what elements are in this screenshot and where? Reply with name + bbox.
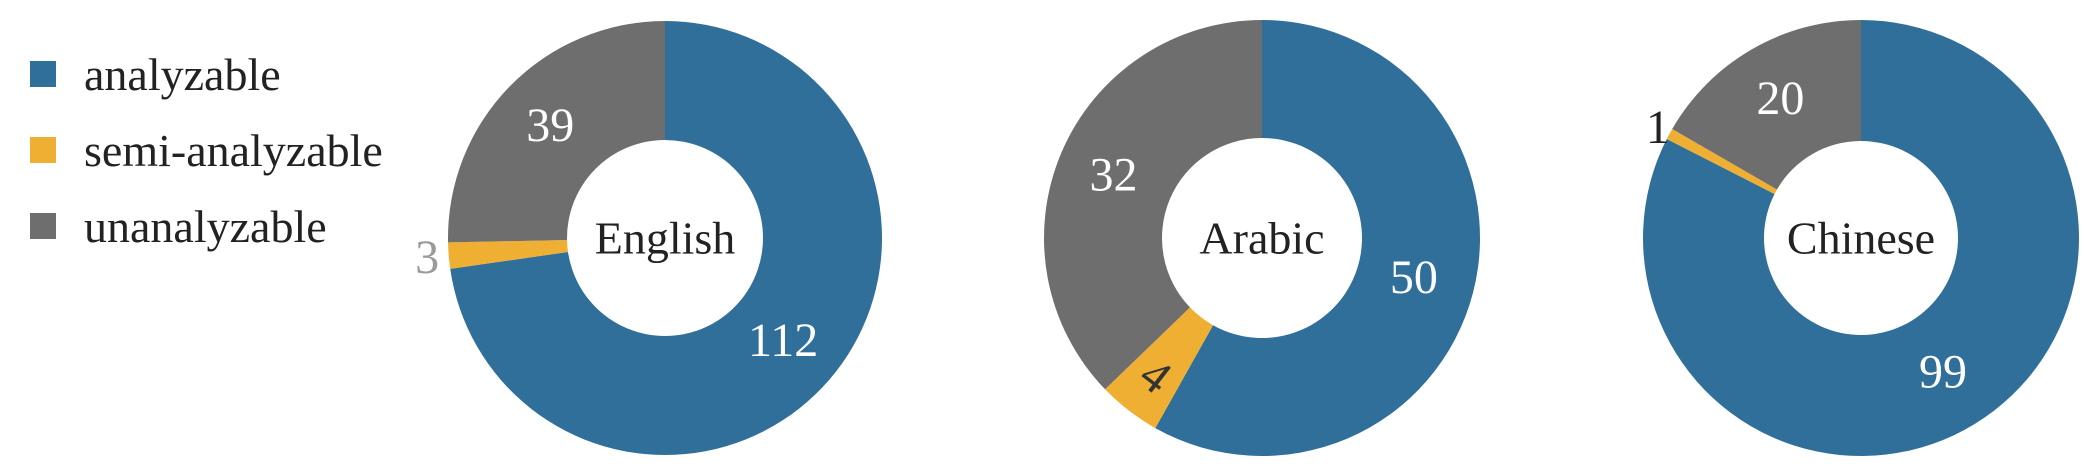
slice-label-analyzable: 112 — [748, 314, 818, 367]
slice-label-unanalyzable: 20 — [1756, 72, 1804, 125]
slice-label-unanalyzable: 39 — [526, 99, 574, 152]
slice-label-semi-analyzable: 1 — [1646, 101, 1670, 154]
legend-label-semi-analyzable: semi-analyzable — [84, 124, 383, 176]
slice-semi-analyzable — [448, 239, 568, 269]
slice-analyzable — [450, 21, 882, 455]
slice-analyzable — [1642, 20, 2079, 457]
slice-label-unanalyzable: 32 — [1090, 148, 1138, 201]
slice-label-semi-analyzable: 3 — [415, 231, 439, 284]
legend-item-unanalyzable: unanalyzable — [30, 188, 383, 264]
center-label: Chinese — [1787, 213, 1935, 264]
slice-unanalyzable — [1044, 20, 1262, 390]
center-label: English — [595, 213, 736, 264]
legend-swatch-semi-analyzable — [30, 137, 56, 163]
legend-swatch-analyzable — [30, 61, 56, 87]
slice-label-analyzable: 99 — [1919, 345, 1967, 398]
legend: analyzable semi-analyzable unanalyzable — [30, 36, 383, 264]
slice-label-analyzable: 50 — [1390, 251, 1438, 304]
slice-semi-analyzable — [1666, 129, 1777, 194]
legend-label-analyzable: analyzable — [84, 48, 281, 100]
slice-unanalyzable — [448, 21, 665, 243]
donut-english: 112 3 39 English — [415, 21, 882, 455]
center-label: Arabic — [1199, 213, 1324, 264]
legend-item-semi-analyzable: semi-analyzable — [30, 112, 383, 188]
slice-unanalyzable — [1672, 20, 1861, 190]
slice-analyzable — [1155, 20, 1480, 457]
legend-label-unanalyzable: unanalyzable — [84, 200, 327, 252]
slice-semi-analyzable — [1105, 307, 1214, 429]
donut-chinese: 99 1 20 Chinese — [1642, 20, 2079, 457]
legend-swatch-unanalyzable — [30, 213, 56, 239]
legend-item-analyzable: analyzable — [30, 36, 383, 112]
